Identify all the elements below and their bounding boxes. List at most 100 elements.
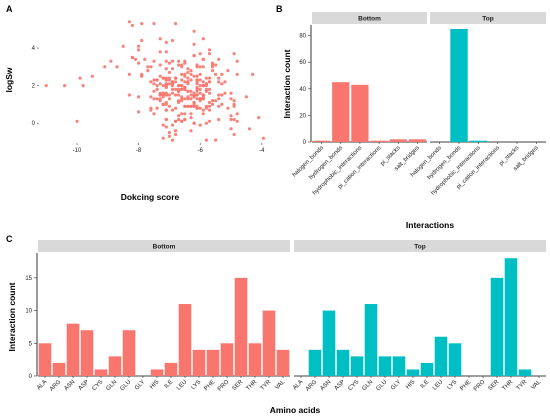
scatter-point (81, 84, 85, 88)
scatter-point (195, 65, 199, 69)
x-tick-label: ALA (292, 379, 304, 391)
scatter-point (109, 59, 113, 63)
scatter-point (217, 93, 221, 97)
scatter-point (198, 84, 202, 88)
scatter-point (198, 123, 202, 127)
y-tick-label: 80 (299, 34, 306, 40)
scatter-point (161, 76, 165, 80)
scatter-point (161, 102, 165, 106)
scatter-point (183, 117, 187, 122)
scatter-point (115, 65, 119, 69)
scatter-point (152, 22, 156, 26)
scatter-point (217, 76, 221, 80)
y-tick-label: 40 (299, 87, 306, 93)
scatter-point (161, 136, 165, 140)
x-tick-label: PRO (217, 379, 231, 393)
scatter-point (226, 69, 230, 73)
scatter-point (198, 52, 202, 56)
scatter-point (158, 82, 162, 86)
bar (276, 349, 290, 376)
scatter-point (174, 22, 178, 26)
scatter-point (137, 110, 141, 114)
x-tick-label: LYS (190, 379, 202, 391)
scatter-point (155, 87, 159, 91)
scatter-point (261, 136, 265, 140)
scatter-point (186, 82, 190, 86)
scatter-point (201, 37, 205, 41)
scatter-point (164, 78, 168, 82)
facet-strip (312, 12, 427, 24)
scatter-point (183, 80, 187, 84)
scatter-point (170, 123, 175, 127)
scatter-point (235, 119, 239, 123)
y-tick-label: 2 (32, 84, 36, 90)
scatter-point (137, 61, 141, 65)
x-tick-label: ARG (305, 379, 319, 393)
x-tick-label: ILE (420, 379, 431, 390)
scatter-point (158, 63, 162, 67)
scatter-point (146, 65, 150, 69)
scatter-point (155, 97, 159, 101)
panel-label-c: C (6, 234, 13, 244)
scatter-point (63, 84, 67, 88)
scatter-point (232, 52, 236, 56)
scatter-point (198, 91, 202, 95)
scatter-point (229, 97, 233, 101)
scatter-point (174, 119, 178, 123)
scatter-point (180, 119, 184, 123)
bar (178, 304, 192, 376)
scatter-point (214, 72, 218, 76)
x-tick-label: GLY (390, 379, 402, 391)
bar (351, 84, 369, 142)
scatter-point (137, 95, 141, 99)
scatter-point (201, 57, 205, 61)
scatter-point (170, 38, 175, 43)
bar (406, 369, 420, 376)
bar (206, 349, 220, 376)
scatter-point (192, 104, 196, 108)
scatter-point (189, 89, 193, 93)
scatter-point (177, 114, 181, 118)
x-tick-label: LEU (176, 379, 188, 391)
bar (392, 356, 406, 376)
scatter-point (210, 102, 215, 106)
scatter-point (174, 80, 178, 84)
scatter-point (207, 87, 212, 91)
bar (469, 140, 488, 142)
scatter-point (201, 112, 205, 116)
scatter-point (164, 40, 168, 45)
scatter-point (140, 22, 144, 26)
scatter-point (186, 76, 190, 80)
x-tick-label: VAL (530, 379, 542, 391)
scatter-point (186, 97, 190, 101)
scatter-point (137, 48, 141, 52)
scatter-point (158, 97, 162, 101)
scatter-point (220, 102, 224, 106)
bar (52, 362, 66, 376)
scatter-point (174, 87, 178, 91)
scatter-point (170, 59, 175, 63)
scatter-point (201, 84, 205, 88)
scatter-point (198, 97, 202, 101)
bar (518, 369, 532, 376)
scatter-point (149, 80, 153, 84)
scatter-point (78, 76, 82, 80)
scatter-point (180, 84, 184, 88)
scatter-point (229, 117, 233, 122)
scatter-point (217, 80, 221, 84)
scatter-point (183, 74, 187, 78)
x-tick-label: -8 (136, 148, 142, 154)
scatter-point (170, 138, 175, 142)
scatter-point (177, 87, 181, 91)
scatter-point (257, 116, 261, 120)
scatter-point (220, 82, 224, 86)
bar (378, 356, 392, 376)
scatter-point (204, 76, 208, 80)
scatter-point (174, 129, 178, 133)
scatter-point (195, 97, 199, 101)
scatter-point (180, 112, 184, 116)
scatter-point (152, 78, 156, 82)
bar (262, 310, 276, 376)
scatter-point (192, 29, 196, 33)
bar (164, 362, 178, 376)
